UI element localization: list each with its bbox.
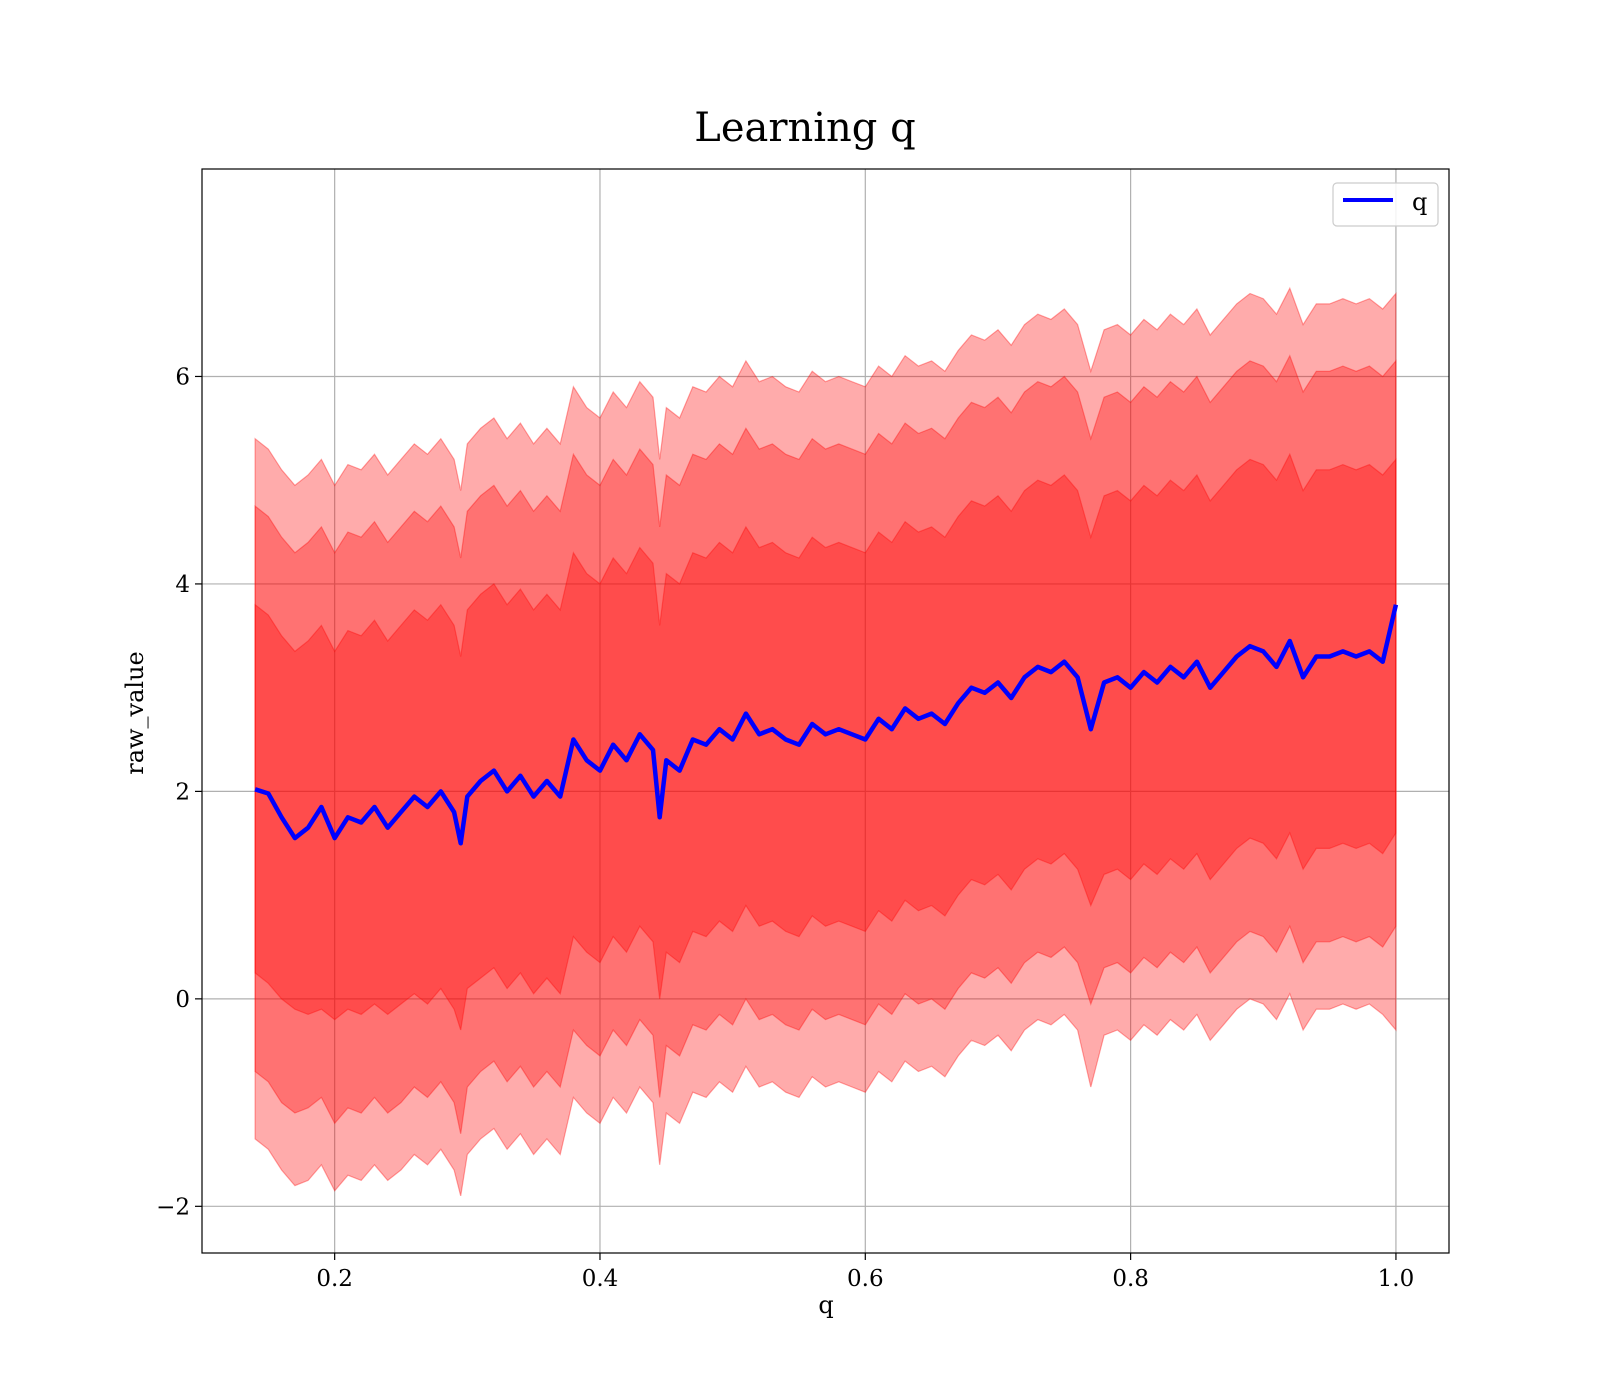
x-tick-label-2: 0.6 (847, 1266, 884, 1292)
plot-area: 0.2 0.4 0.6 0.8 1.0 −2 0 2 4 6 (156, 168, 1450, 1292)
chart-title: Learning q (694, 105, 915, 151)
legend-label-q: q (1412, 188, 1427, 216)
y-axis-label: raw_value (121, 651, 149, 775)
y-tick-label-0: −2 (156, 1194, 190, 1220)
x-tick-label-3: 0.8 (1112, 1266, 1149, 1292)
confidence-band-1 (254, 452, 1397, 1031)
confidence-band-2 (254, 354, 1397, 1134)
x-tick-label-1: 0.4 (582, 1266, 619, 1292)
legend-box (1332, 182, 1439, 227)
y-tick-label-3: 4 (175, 572, 190, 598)
x-tick-label-0: 0.2 (316, 1266, 353, 1292)
y-tick-label-1: 0 (175, 987, 190, 1013)
x-axis-label: q (818, 1291, 833, 1319)
series-line-q (254, 604, 1399, 846)
legend: q (1332, 182, 1439, 227)
confidence-band-3 (254, 286, 1397, 1197)
y-tick-label-4: 6 (175, 364, 190, 390)
axes-frame (201, 168, 1450, 1254)
y-tick-label-2: 2 (175, 779, 190, 805)
x-tick-label-4: 1.0 (1378, 1266, 1415, 1292)
